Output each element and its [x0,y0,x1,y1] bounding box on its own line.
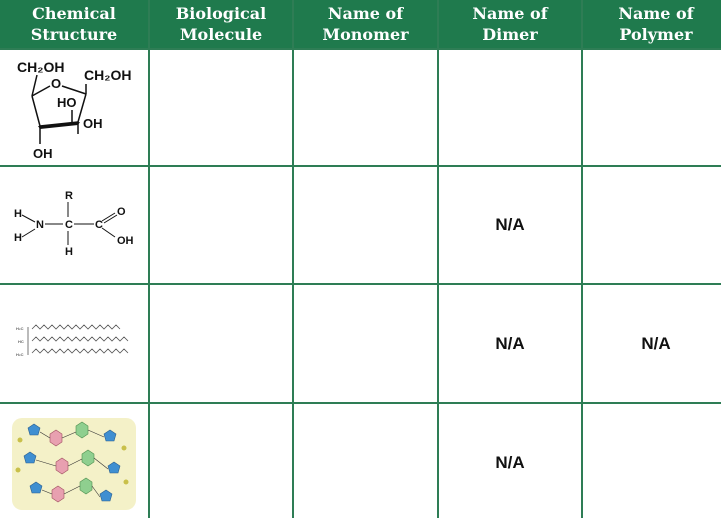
triglyceride-icon: H₂C HC H₂C [16,324,129,357]
svg-text:HO: HO [57,95,77,110]
dna-double-strand-icon [12,418,136,510]
row2-dimer: N/A [439,167,581,283]
svg-text:C: C [65,219,73,231]
triglyceride-structure-image: H₂C HC H₂C [0,285,148,402]
svg-text:H: H [14,232,22,244]
svg-text:O: O [117,206,126,218]
amino-acid-icon: R H N H C H C O OH [14,190,134,258]
row2-monomer[interactable] [294,167,437,283]
svg-text:OH: OH [33,146,53,161]
amino-acid-structure-image: R H N H C H C O OH [0,167,148,283]
row4-dimer: N/A [439,404,581,522]
row1-biological-molecule[interactable] [150,50,292,165]
dna-structure-image [0,404,148,522]
header-biological-molecule: Biological Molecule [150,0,292,48]
header-name-of-monomer: Name of Monomer [294,0,437,48]
svg-text:H₂C: H₂C [16,352,24,357]
svg-text:H₂C: H₂C [16,326,24,331]
svg-text:H: H [65,246,73,258]
header-name-of-dimer: Name of Dimer [439,0,581,48]
svg-text:N: N [36,219,44,231]
row4-biological-molecule[interactable] [150,404,292,522]
svg-text:C: C [95,219,103,231]
header-chemical-structure: Chemical Structure [0,0,148,48]
row4-polymer[interactable] [583,404,721,522]
svg-text:OH: OH [117,235,134,247]
header-name-of-polymer: Name of Polymer [583,0,721,48]
svg-text:O: O [51,76,61,91]
svg-text:CH₂OH: CH₂OH [17,59,64,75]
row1-dimer[interactable] [439,50,581,165]
row2-biological-molecule[interactable] [150,167,292,283]
row1-polymer[interactable] [583,50,721,165]
svg-text:HC: HC [18,339,24,344]
fructose-ring-icon: CH₂OH CH₂OH O HO OH OH [17,59,131,161]
row1-monomer[interactable] [294,50,437,165]
row3-monomer[interactable] [294,285,437,402]
row2-polymer[interactable] [583,167,721,283]
row4-monomer[interactable] [294,404,437,522]
row3-polymer: N/A [583,285,721,402]
svg-text:R: R [65,190,73,202]
svg-text:CH₂OH: CH₂OH [84,67,131,83]
fructose-structure-image: CH₂OH CH₂OH O HO OH OH [0,50,148,165]
row3-dimer: N/A [439,285,581,402]
row3-biological-molecule[interactable] [150,285,292,402]
svg-text:H: H [14,208,22,220]
svg-text:OH: OH [83,116,103,131]
